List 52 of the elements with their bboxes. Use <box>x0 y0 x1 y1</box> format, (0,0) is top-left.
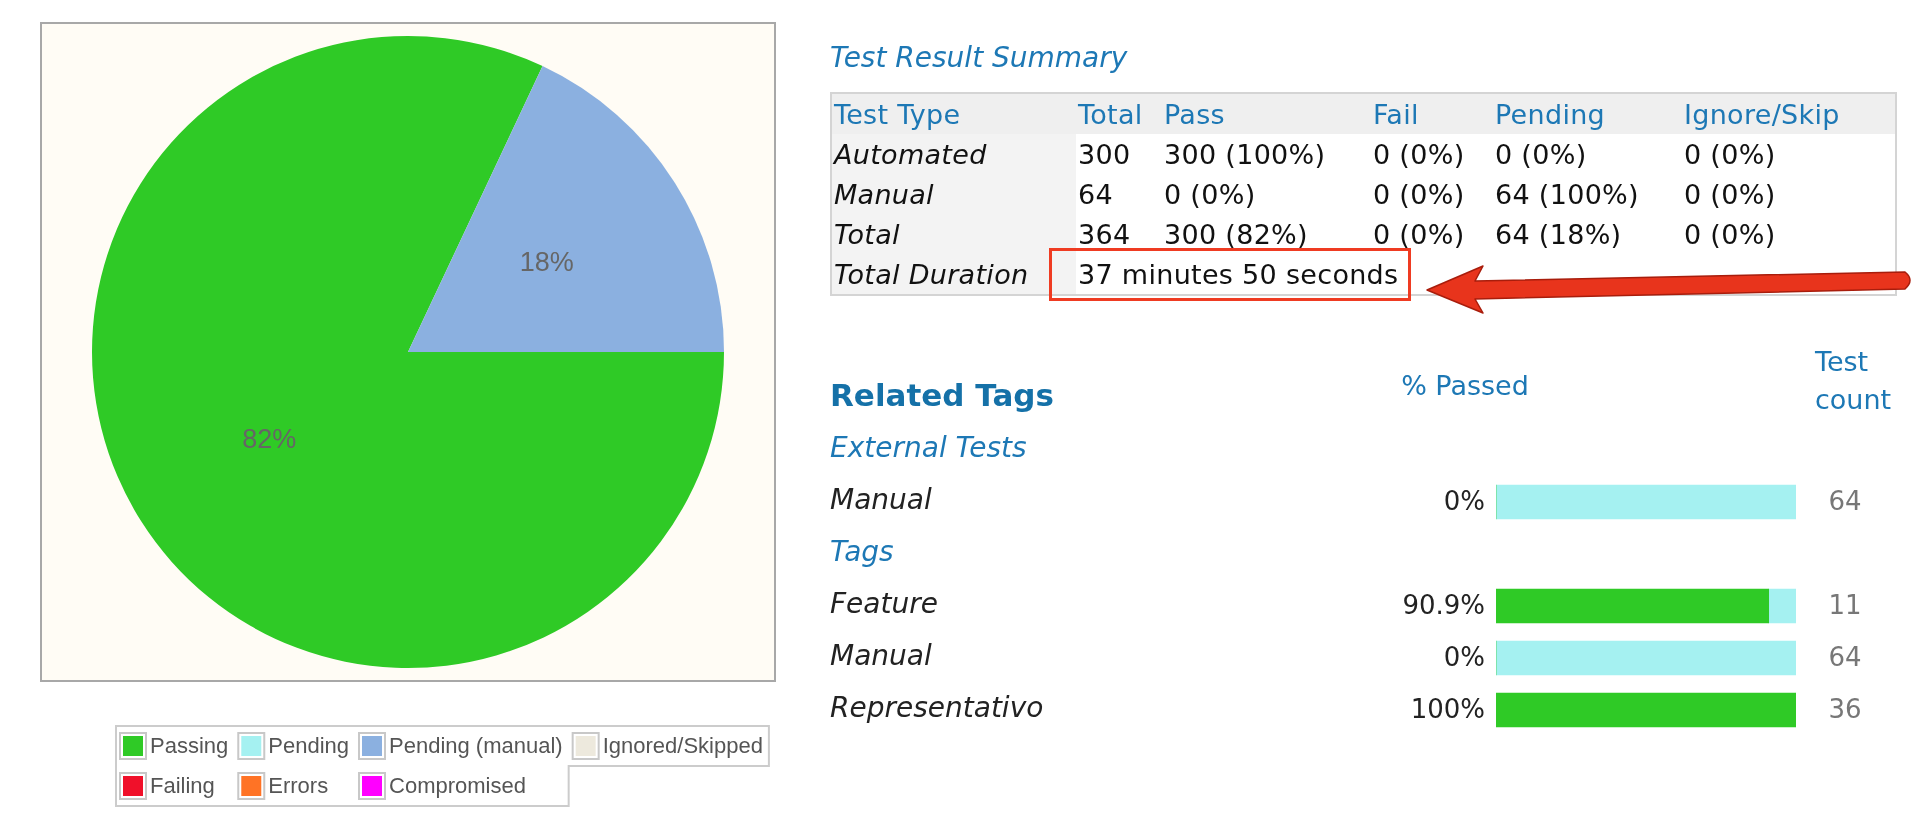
legend-label: Passing <box>150 733 229 759</box>
text: 64 <box>1828 485 1862 516</box>
y-tick-label: Tags <box>830 535 894 569</box>
text: 0 (0%) <box>1372 137 1466 172</box>
text: Fail <box>1371 93 1493 134</box>
text: 364 <box>1077 217 1132 252</box>
text: 37 minutes 50 seconds <box>1078 258 1399 290</box>
text: Test Result Summary <box>830 40 1129 76</box>
text: % Passed <box>1400 369 1530 403</box>
text: 64 <box>1077 177 1114 212</box>
legend-label: Errors <box>268 773 329 799</box>
text: 0 (0%) <box>1163 177 1257 212</box>
text: 300 (82%) <box>1163 217 1309 252</box>
data-label: 82% <box>242 423 297 454</box>
text: 0 (0%) <box>1683 137 1777 172</box>
data-label: 18% <box>519 247 574 278</box>
y-tick-label: Representativo <box>830 691 1044 725</box>
text: 11 <box>1828 589 1862 620</box>
legend-label: Pending (manual) <box>389 733 563 759</box>
text: 36 <box>1828 693 1862 724</box>
text: Pending <box>1493 93 1682 134</box>
text: 300 <box>1077 137 1132 172</box>
text: 0 (0%) <box>1683 217 1777 252</box>
legend-label: Pending <box>268 733 350 759</box>
text: 64 (18%) <box>1494 217 1623 252</box>
text: 0 (0%) <box>1372 217 1466 252</box>
data-label: 0% <box>1443 485 1485 516</box>
text: 64 <box>1828 641 1862 672</box>
text: Total <box>831 214 1076 254</box>
text: Test Type <box>831 93 1076 134</box>
legend-label: Compromised <box>389 773 526 799</box>
y-tick-label: Manual <box>830 639 932 673</box>
text: 0 (0%) <box>1494 137 1588 172</box>
text: 300 (100%) <box>1163 137 1327 172</box>
data-label: 90.9% <box>1402 589 1485 620</box>
text: Ignore/Skip <box>1682 93 1896 134</box>
y-tick-label: Manual <box>830 483 932 517</box>
text: Automated <box>831 134 1076 174</box>
text: 0 (0%) <box>1683 177 1777 212</box>
legend-label: Ignored/Skipped <box>602 733 763 759</box>
text: Test count <box>1815 345 1893 417</box>
text: Pass <box>1162 93 1371 134</box>
y-tick-label: External Tests <box>830 431 1027 465</box>
y-tick-label: Feature <box>830 587 938 621</box>
text: 0 (0%) <box>1372 177 1466 212</box>
text: Total <box>1076 93 1162 134</box>
text: Related Tags <box>830 376 1054 415</box>
text: Total Duration <box>831 254 1076 295</box>
legend-label: Failing <box>150 773 215 799</box>
text: 64 (100%) <box>1494 177 1640 212</box>
data-label: 0% <box>1443 641 1485 672</box>
data-label: 100% <box>1410 693 1485 724</box>
